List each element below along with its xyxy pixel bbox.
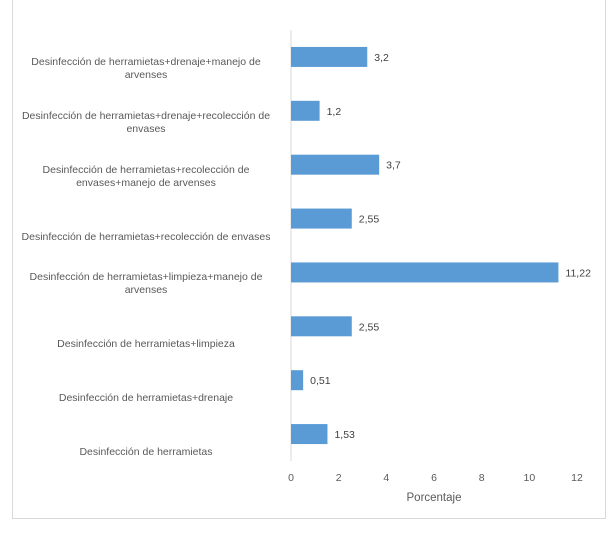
- x-tick-label: 12: [571, 472, 583, 484]
- bar: [291, 316, 352, 337]
- x-tick-label: 10: [523, 472, 535, 484]
- category-label: Desinfección de herramietas+drenaje+mane…: [31, 55, 261, 81]
- data-label: 0,51: [310, 375, 331, 387]
- category-label: Desinfección de herramietas+limpieza+man…: [29, 271, 263, 297]
- bar: [291, 424, 328, 445]
- data-label: 3,7: [386, 160, 401, 172]
- x-axis-title: Porcentaje: [407, 492, 462, 504]
- data-label: 2,55: [359, 321, 380, 333]
- bar: [291, 208, 352, 229]
- bar: [291, 370, 304, 391]
- category-label: Desinfección de herramietas+recolección …: [42, 163, 250, 189]
- bar: [291, 46, 368, 67]
- category-label: Desinfección de herramietas+drenaje: [58, 392, 234, 405]
- data-label: 1,2: [327, 106, 342, 118]
- data-label: 11,22: [565, 267, 591, 279]
- data-label: 3,2: [374, 52, 389, 64]
- bar: [291, 154, 380, 175]
- category-label: Desinfección de herramietas+limpieza: [57, 338, 235, 351]
- category-label: Desinfección de herramietas: [79, 446, 213, 459]
- category-label: Desinfección de herramietas+drenaje+reco…: [21, 109, 271, 135]
- x-tick-label: 0: [288, 472, 294, 484]
- bar: [291, 262, 559, 283]
- chart-frame: [12, 0, 606, 519]
- x-tick-label: 8: [479, 472, 485, 484]
- data-label: 2,55: [359, 214, 380, 226]
- x-tick-label: 2: [336, 472, 342, 484]
- category-label: Desinfección de herramietas+recolección …: [21, 230, 271, 243]
- bar: [291, 100, 320, 121]
- data-label: 1,53: [334, 429, 355, 441]
- x-tick-label: 6: [431, 472, 437, 484]
- x-tick-label: 4: [383, 472, 389, 484]
